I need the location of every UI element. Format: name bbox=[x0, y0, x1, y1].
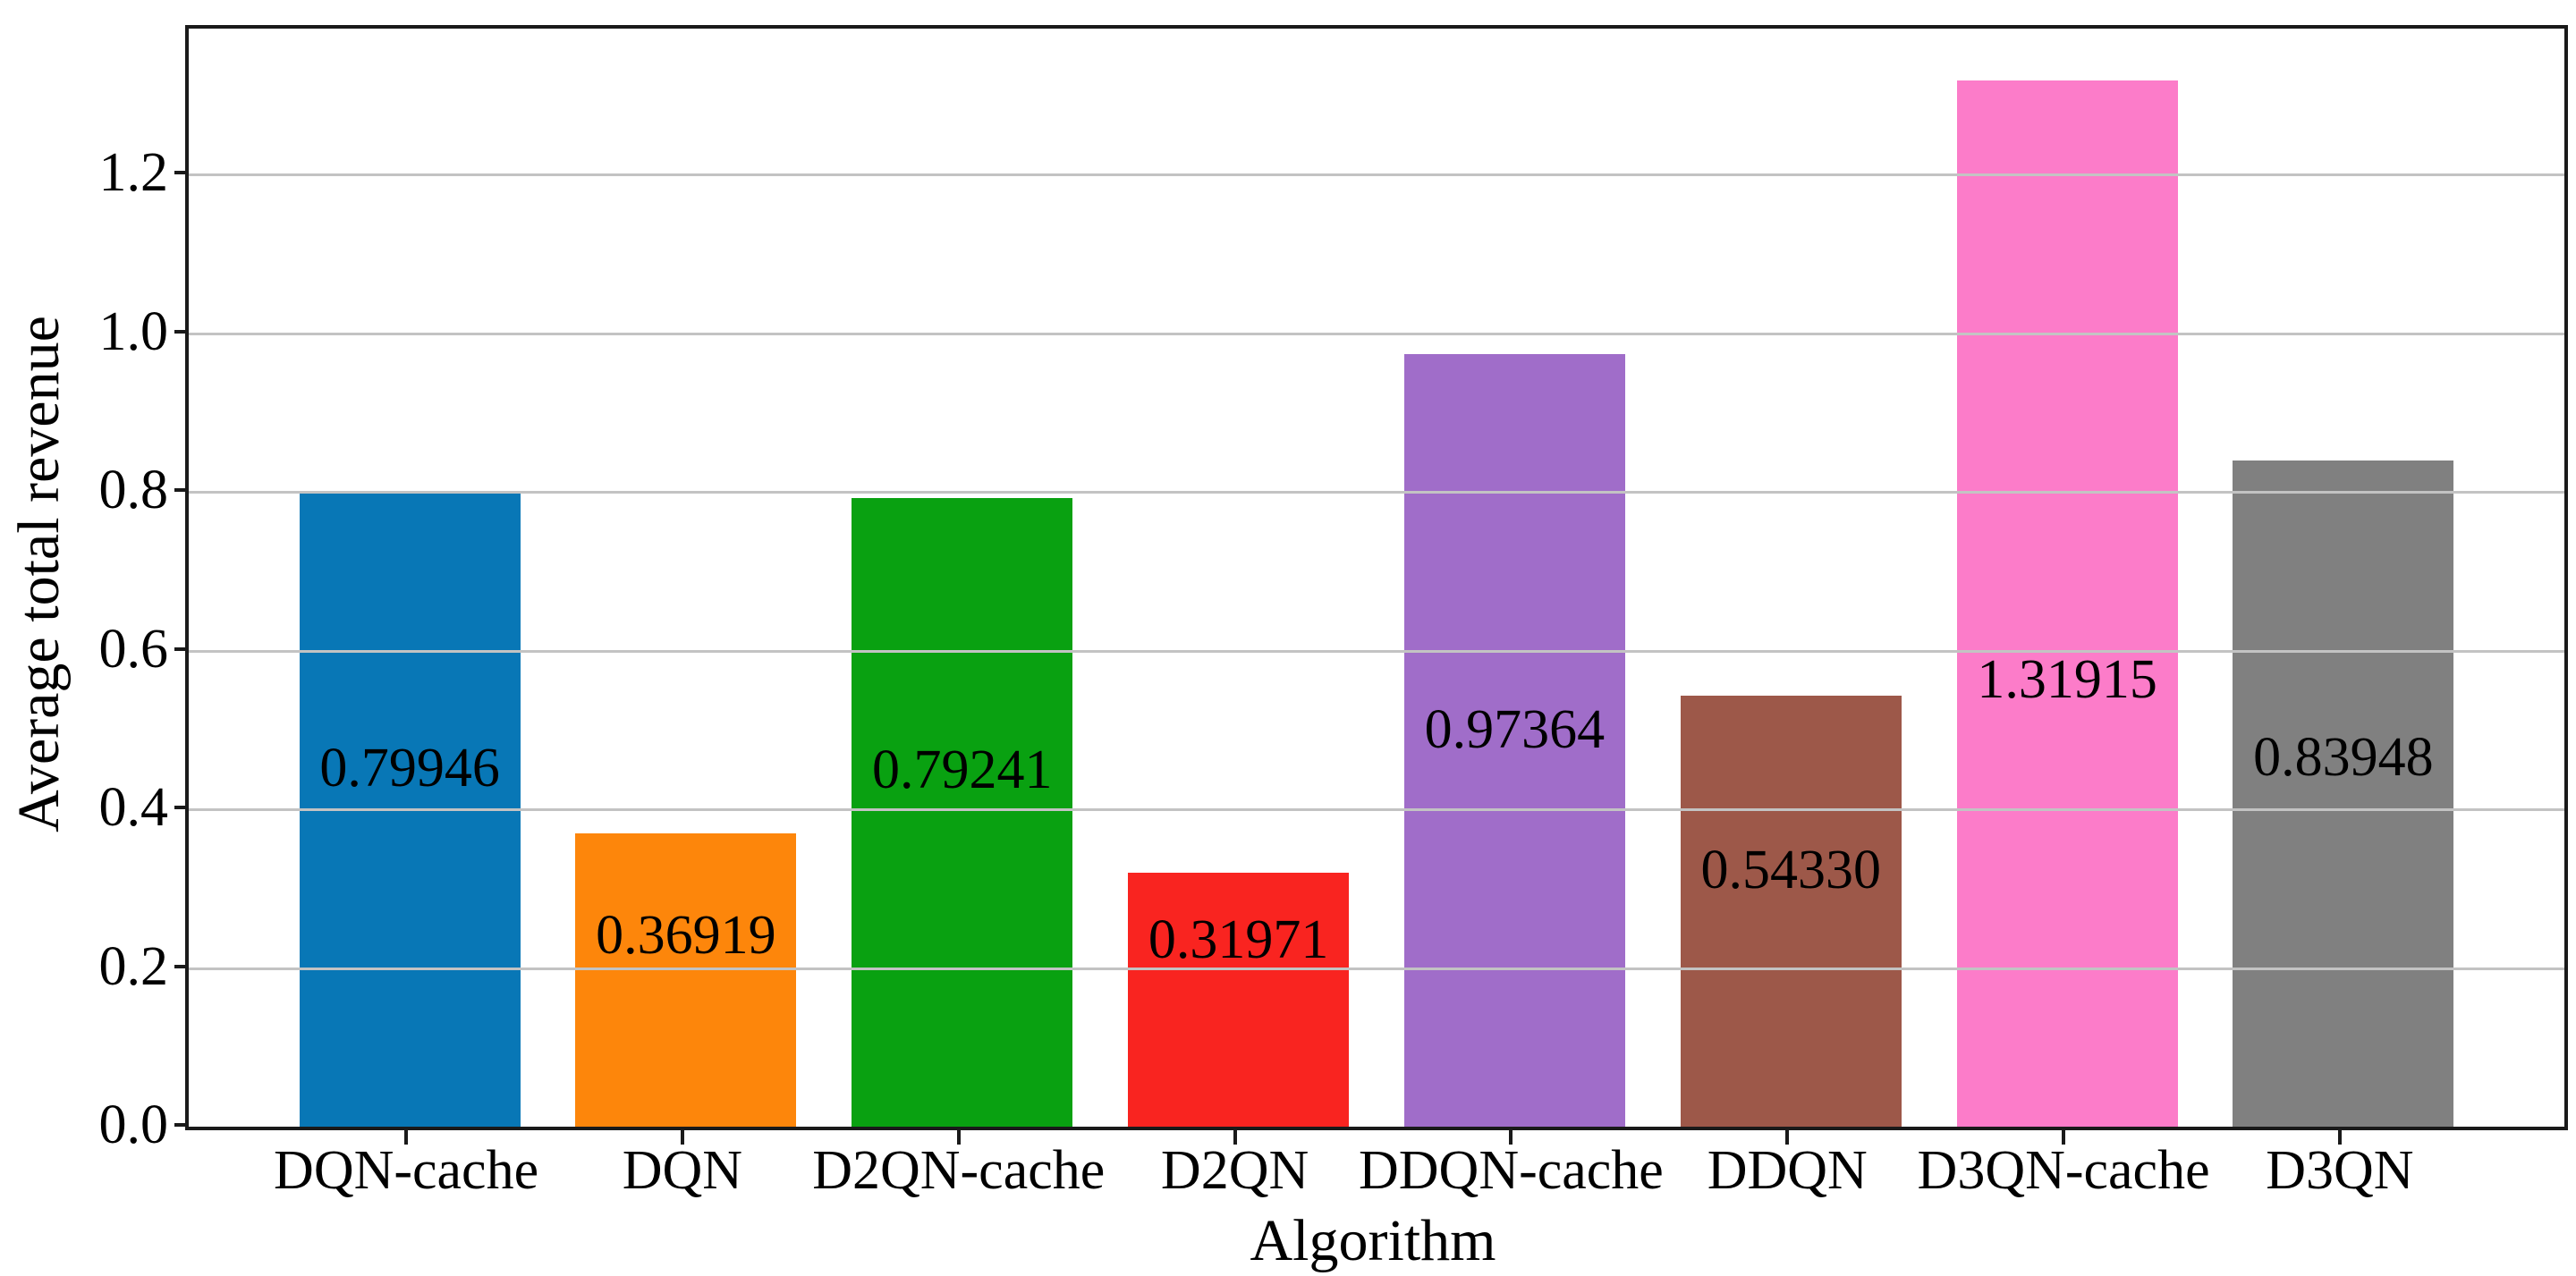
y-tick-label: 0.8 bbox=[98, 460, 169, 521]
gridline-0.8 bbox=[189, 491, 2564, 494]
x-tick-mark bbox=[1233, 1130, 1237, 1145]
y-tick-mark bbox=[174, 171, 189, 175]
x-tick-label-D2QN-cache: D2QN-cache bbox=[812, 1140, 1106, 1201]
bar-value-label-DDQN: 0.54330 bbox=[1700, 839, 1882, 900]
x-tick-label-DQN: DQN bbox=[622, 1140, 743, 1201]
y-tick-label: 0.2 bbox=[98, 935, 169, 997]
y-tick-label: 1.2 bbox=[98, 142, 169, 204]
y-tick-mark bbox=[174, 329, 189, 334]
x-tick-mark bbox=[1785, 1130, 1790, 1145]
gridline-1.0 bbox=[189, 332, 2564, 335]
bar-value-label-DDQN-cache: 0.97364 bbox=[1424, 699, 1606, 761]
bar-DQN bbox=[575, 833, 797, 1127]
gridline-0.2 bbox=[189, 967, 2564, 970]
bar-value-label-D3QN: 0.83948 bbox=[2253, 726, 2434, 788]
x-tick-label-D3QN: D3QN bbox=[2266, 1140, 2414, 1201]
plot-area: 0.79946 0.36919 0.79241 0.31971 0.97364 0.543… bbox=[185, 25, 2568, 1130]
y-tick-label: 0.4 bbox=[98, 777, 169, 839]
y-axis-label: Average total revenue bbox=[6, 316, 72, 832]
bar-value-label-DQN-cache: 0.79946 bbox=[319, 737, 500, 799]
bar-value-labels-layer: 0.79946 0.36919 0.79241 0.31971 0.97364 0.543… bbox=[189, 29, 2564, 1127]
bar-value-label-D2QN: 0.31971 bbox=[1148, 909, 1329, 971]
x-tick-mark bbox=[1509, 1130, 1513, 1145]
x-tick-mark bbox=[2337, 1130, 2342, 1145]
y-tick-mark bbox=[174, 488, 189, 493]
x-tick-label-DQN-cache: DQN-cache bbox=[274, 1140, 539, 1201]
bar-D3QN-cache bbox=[1956, 80, 2178, 1127]
bar-DDQN-cache bbox=[1403, 354, 1625, 1127]
x-tick-label-D2QN: D2QN bbox=[1160, 1140, 1309, 1201]
y-tick-mark bbox=[174, 1123, 189, 1127]
gridline-0.6 bbox=[189, 649, 2564, 653]
gridline-0.4 bbox=[189, 808, 2564, 812]
x-tick-label-D3QN-cache: D3QN-cache bbox=[1917, 1140, 2210, 1201]
bar-value-label-D3QN-cache: 1.31915 bbox=[1977, 648, 2157, 710]
bar-DDQN bbox=[1680, 695, 1902, 1127]
y-tick-label: 1.0 bbox=[98, 300, 169, 362]
y-tick-label: 0.0 bbox=[98, 1094, 169, 1155]
y-tick-mark bbox=[174, 646, 189, 651]
y-tick-mark bbox=[174, 806, 189, 810]
bar-D3QN bbox=[2233, 461, 2454, 1127]
y-tick-label: 0.6 bbox=[98, 618, 169, 680]
x-tick-mark bbox=[680, 1130, 684, 1145]
y-tick-mark bbox=[174, 964, 189, 968]
x-axis-label: Algorithm bbox=[1250, 1208, 1496, 1273]
bar-value-label-D2QN-cache: 0.79241 bbox=[871, 739, 1053, 800]
x-tick-mark bbox=[404, 1130, 409, 1145]
x-tick-label-DDQN-cache: DDQN-cache bbox=[1358, 1140, 1664, 1201]
x-tick-mark bbox=[2062, 1130, 2066, 1145]
bar-D2QN-cache bbox=[852, 497, 1073, 1127]
x-tick-mark bbox=[956, 1130, 961, 1145]
bar-value-label-DQN: 0.36919 bbox=[596, 905, 776, 967]
bar-D2QN bbox=[1128, 873, 1350, 1127]
grid-layer bbox=[189, 29, 2564, 1127]
bars-layer bbox=[189, 29, 2564, 1127]
gridline-1.2 bbox=[189, 173, 2564, 177]
x-tick-label-DDQN: DDQN bbox=[1707, 1140, 1868, 1201]
